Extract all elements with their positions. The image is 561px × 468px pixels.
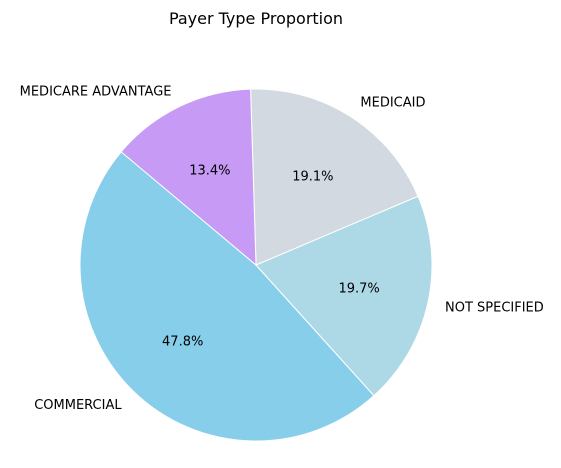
chart-title: Payer Type Proportion	[169, 9, 343, 28]
pie-slice-medicaid	[250, 88, 419, 266]
pie-slices	[79, 88, 433, 442]
pie-slice-medicare-advantage	[120, 88, 257, 267]
pie-percent-label: 19.7%	[338, 281, 379, 296]
pie-category-label: COMMERCIAL	[34, 398, 122, 413]
pie-slice-commercial	[79, 151, 375, 442]
pie-percent-label: 13.4%	[189, 164, 230, 179]
pie-percent-label: 19.1%	[292, 170, 333, 185]
pie-percent-label: 47.8%	[162, 335, 203, 350]
pie-slice-not-specified	[255, 195, 433, 397]
pie-category-label: NOT SPECIFIED	[445, 300, 544, 315]
pie-category-label: MEDICARE ADVANTAGE	[20, 84, 172, 99]
pie-category-label: MEDICAID	[360, 95, 425, 110]
pie-labels: 47.8% COMMERCIAL 19.7% NOT SPECIFIED 19.1% ME…	[20, 84, 544, 413]
